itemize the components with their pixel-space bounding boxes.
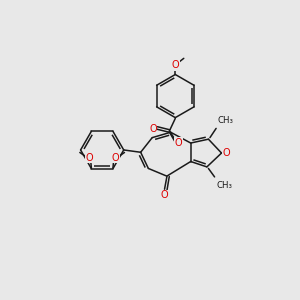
Text: CH₃: CH₃ [216,181,232,190]
Text: CH₃: CH₃ [218,116,234,124]
Text: O: O [161,190,168,200]
Text: O: O [172,60,179,70]
Text: O: O [175,138,182,148]
Text: O: O [85,153,93,163]
Text: O: O [111,153,119,163]
Text: O: O [149,124,157,134]
Text: O: O [222,148,230,158]
